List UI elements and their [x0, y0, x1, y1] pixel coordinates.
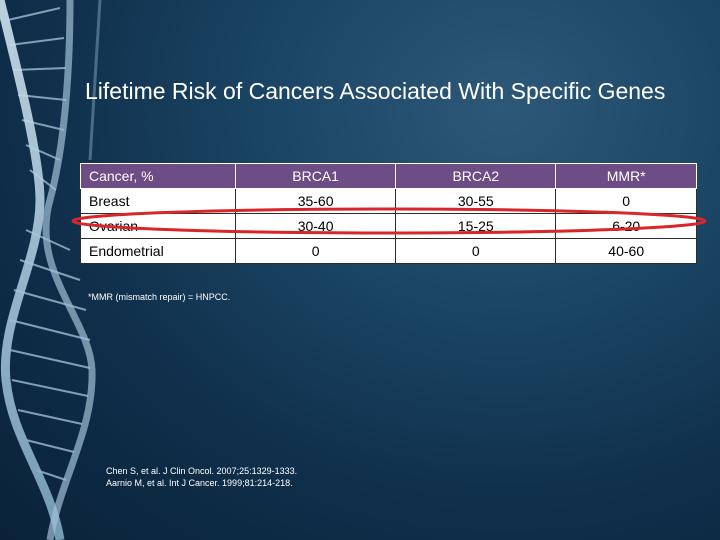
table-cell: 0	[555, 188, 697, 214]
column-header-mmr: MMR*	[555, 163, 697, 189]
table-row-highlighted: Ovarian 30-40 15-25 6-20	[80, 213, 697, 239]
table-cell: 15-25	[395, 213, 557, 239]
column-header-cancer: Cancer, %	[80, 163, 236, 189]
table-cell: 40-60	[555, 238, 697, 264]
row-label: Breast	[80, 188, 236, 214]
footnote: *MMR (mismatch repair) = HNPCC.	[88, 292, 231, 302]
slide-title: Lifetime Risk of Cancers Associated With…	[85, 78, 666, 104]
table-row: Breast 35-60 30-55 0	[80, 188, 697, 214]
table-row: Endometrial 0 0 40-60	[80, 238, 697, 264]
table-cell: 30-40	[234, 213, 397, 239]
table-cell: 30-55	[395, 188, 557, 214]
row-label: Ovarian	[80, 213, 236, 239]
reference-line: Aarnio M, et al. Int J Cancer. 1999;81:2…	[106, 478, 293, 488]
table-cell: 35-60	[234, 188, 397, 214]
table-cell: 0	[395, 238, 557, 264]
dna-helix-graphic	[0, 0, 102, 540]
column-header-brca1: BRCA1	[234, 163, 397, 189]
references: Chen S, et al. J Clin Oncol. 2007;25:132…	[106, 465, 297, 489]
table-header-row: Cancer, % BRCA1 BRCA2 MMR*	[80, 163, 697, 189]
column-header-brca2: BRCA2	[395, 163, 557, 189]
table-cell: 6-20	[555, 213, 697, 239]
table-cell: 0	[234, 238, 397, 264]
risk-table: Cancer, % BRCA1 BRCA2 MMR* Breast 35-60 …	[80, 163, 697, 264]
row-label: Endometrial	[80, 238, 236, 264]
reference-line: Chen S, et al. J Clin Oncol. 2007;25:132…	[106, 466, 298, 476]
